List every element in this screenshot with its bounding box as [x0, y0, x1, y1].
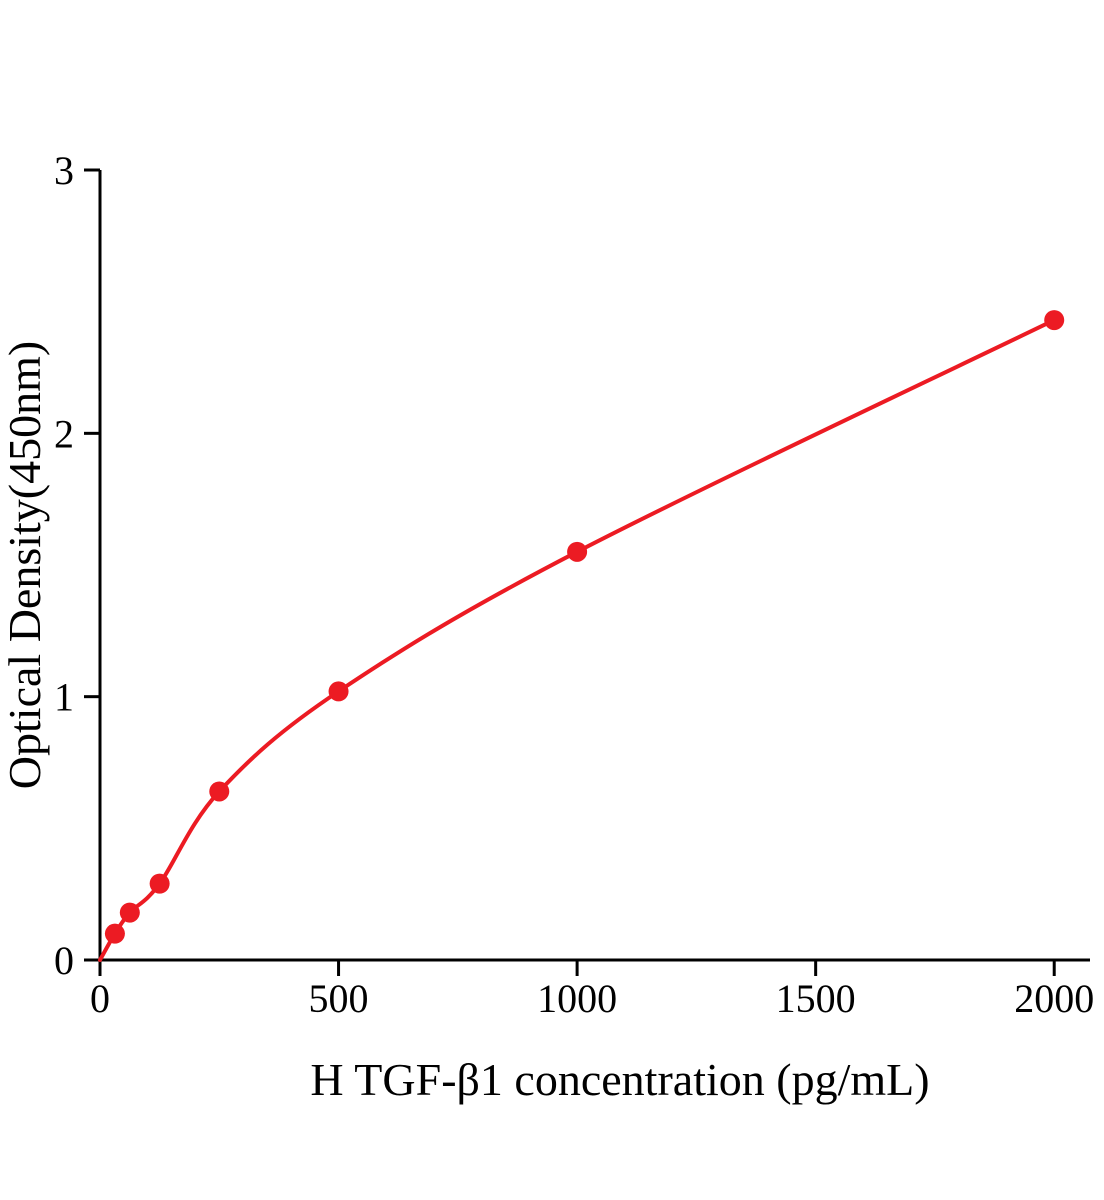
data-point: [149, 873, 170, 894]
y-tick-label: 0: [54, 938, 74, 983]
x-tick-label: 0: [90, 976, 110, 1021]
fit-curve: [98, 318, 1057, 962]
x-tick-label: 2000: [1014, 976, 1094, 1021]
data-point: [328, 681, 349, 702]
data-point: [1044, 310, 1065, 331]
x-tick-label: 1500: [776, 976, 856, 1021]
x-axis-ticks: 0 500 1000 1500 2000: [90, 960, 1094, 1021]
y-axis-ticks: 0 1 2 3: [54, 148, 100, 983]
y-axis-title: Optical Density(450nm): [0, 341, 50, 789]
y-tick-label: 1: [54, 675, 74, 720]
data-point: [104, 923, 125, 944]
data-point: [209, 781, 230, 802]
data-point: [567, 541, 588, 562]
data-points: [104, 310, 1065, 944]
series-curve: [98, 318, 1057, 962]
data-point: [119, 902, 140, 923]
axis-lines: [98, 170, 1090, 962]
y-tick-label: 3: [54, 148, 74, 193]
y-tick-label: 2: [54, 411, 74, 456]
x-tick-label: 500: [309, 976, 369, 1021]
x-axis-title: H TGF-β1 concentration (pg/mL): [310, 1054, 929, 1105]
x-tick-label: 1000: [537, 976, 617, 1021]
